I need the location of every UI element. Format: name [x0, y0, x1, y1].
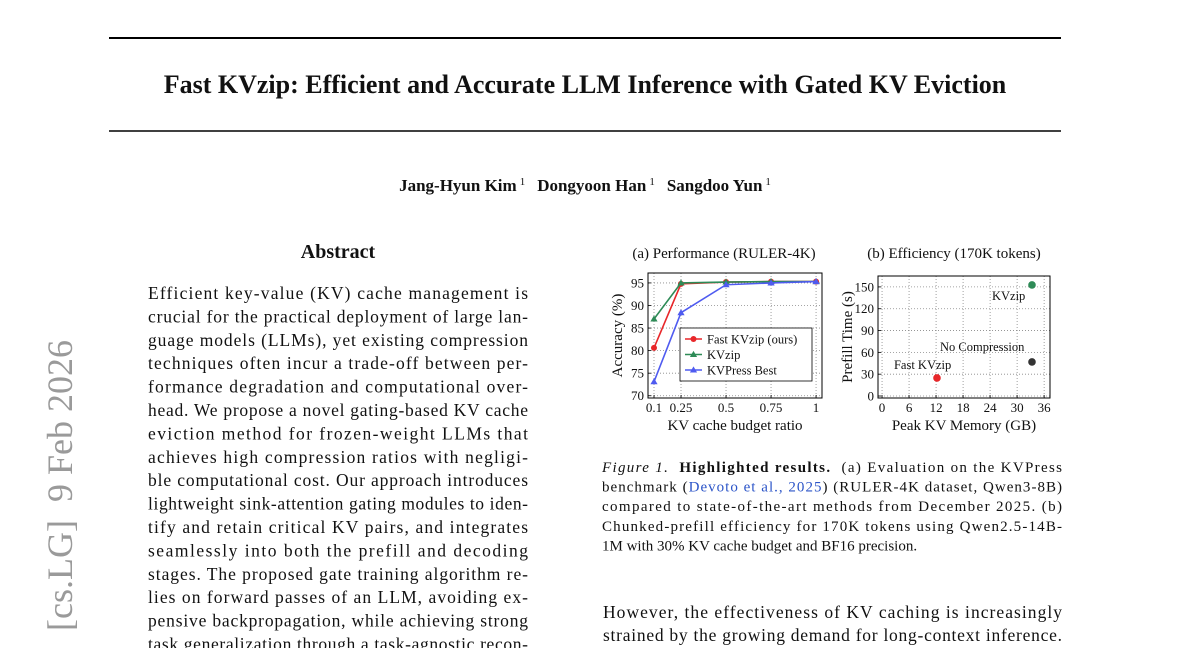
caption-line: 1M with 30% KV cache budget and BF16 pre…: [602, 538, 917, 554]
plot-frame: [877, 275, 1051, 399]
x-tick-label: 0.5: [718, 400, 734, 415]
caption-bold: Highlighted results.: [669, 460, 830, 476]
caption-line: compared to state-of-the-art methods fro…: [602, 499, 1062, 515]
paper-title: Fast KVzip: Efficient and Accurate LLM I…: [164, 70, 1007, 99]
y-tick-label: 75: [631, 366, 644, 381]
abstract-line: ble computational cost. Our approach int…: [148, 470, 528, 490]
x-tick-label: 24: [984, 400, 998, 415]
author-name: Dongyoon Han: [537, 176, 647, 195]
caption-line: benchmark (Devoto et al., 2025) (RULER-4…: [602, 480, 1062, 496]
legend-label: Fast KVzip (ours): [707, 333, 797, 347]
y-tick-label: 0: [868, 389, 875, 404]
abstract-line: techniques often incur a trade-off betwe…: [148, 353, 528, 373]
y-tick-label: 60: [861, 345, 874, 360]
plot-frame: [647, 272, 823, 399]
scatter-point: [1028, 281, 1036, 289]
scatter-point: [933, 374, 941, 382]
y-axis-label: Prefill Time (s): [840, 291, 856, 383]
marker: [767, 279, 775, 286]
abstract-line: head. We propose a novel gating-based KV…: [148, 400, 528, 420]
marker: [812, 277, 820, 285]
y-tick-label: 85: [631, 321, 644, 336]
marker: [677, 309, 685, 316]
y-tick-label: 95: [631, 275, 644, 290]
x-tick-label: 30: [1011, 400, 1024, 415]
abstract-line: lies on forward passes of an LLM, avoidi…: [148, 587, 528, 607]
marker: [650, 378, 658, 385]
author-affiliation: 1: [765, 176, 771, 188]
abstract-line: eviction method for frozen-weight LLMs t…: [148, 423, 528, 443]
x-axis-label: KV cache budget ratio: [667, 418, 802, 434]
caption-link: Devoto et al., 2025: [689, 480, 822, 496]
y-axis-label: Accuracy (%): [610, 294, 626, 378]
marker: [722, 281, 730, 288]
point-label: Fast KVzip: [894, 358, 951, 372]
legend-label: KVzip: [707, 348, 740, 362]
marker: [677, 279, 685, 286]
marker: [689, 350, 698, 358]
x-tick-label: 0.1: [646, 400, 662, 415]
y-tick-label: 120: [855, 301, 875, 316]
caption-normal: 1M with 30% KV cache budget and BF16 pre…: [602, 538, 917, 554]
marker: [689, 366, 698, 373]
caption-normal: ) (RULER-4K dataset, Qwen3-8B): [822, 480, 1062, 496]
caption-line: Figure 1. Highlighted results. (a) Evalu…: [601, 460, 1062, 476]
author-affiliation: 1: [649, 176, 655, 188]
x-tick-label: 18: [957, 400, 970, 415]
caption-normal: benchmark (: [602, 480, 688, 496]
author-name: Jang-Hyun Kim: [399, 176, 517, 195]
y-tick-label: 30: [861, 367, 874, 382]
caption-normal: (a) Evaluation on the KVPress: [831, 460, 1062, 476]
abstract-heading: Abstract: [301, 241, 376, 263]
y-tick-label: 150: [855, 279, 875, 294]
abstract-line: lightweight sink-attention gating module…: [148, 494, 528, 514]
scatter-point: [1028, 358, 1036, 366]
x-tick-label: 0: [879, 400, 886, 415]
point-label: No Compression: [940, 340, 1025, 354]
abstract-line: task generalization through a task-agnos…: [148, 634, 528, 648]
body-line: However, the effectiveness of KV caching…: [603, 602, 1062, 622]
caption-line: Chunked-prefill efficiency for 170K toke…: [602, 519, 1062, 535]
abstract-line: tify and retain critical KV pairs, and i…: [148, 517, 528, 537]
x-tick-label: 1: [813, 400, 820, 415]
abstract-line: guage models (LLMs), yet existing compre…: [148, 330, 528, 350]
abstract-line: Efficient key-value (KV) cache managemen…: [148, 283, 528, 303]
x-tick-label: 0.75: [760, 400, 783, 415]
arxiv-stamp: [cs.LG] 9 Feb 2026: [40, 340, 80, 631]
marker: [650, 344, 657, 351]
chart-title: (a) Performance (RULER-4K): [632, 246, 815, 262]
abstract-line: achieves high compression ratios with ne…: [148, 447, 528, 467]
point-label: KVzip: [992, 289, 1025, 303]
body-line: strained by the growing demand for long-…: [603, 625, 1062, 645]
author-affiliation: 1: [520, 176, 526, 188]
abstract-line: formance degradation and computational o…: [148, 377, 528, 397]
y-tick-label: 70: [631, 388, 644, 403]
abstract-line: crucial for the practical deployment of …: [148, 306, 528, 326]
x-tick-label: 36: [1038, 400, 1052, 415]
abstract-line: seamlessly into both the prefill and dec…: [148, 540, 528, 560]
marker: [690, 336, 697, 342]
y-tick-label: 80: [631, 343, 644, 358]
chart-title: (b) Efficiency (170K tokens): [867, 246, 1040, 262]
abstract-line: pensive backpropagation, while achieving…: [148, 611, 528, 631]
y-tick-label: 90: [631, 298, 644, 313]
abstract-line: stages. The proposed gate training algor…: [148, 564, 528, 584]
x-tick-label: 6: [906, 400, 913, 415]
x-axis-label: Peak KV Memory (GB): [892, 418, 1036, 434]
author-list: Jang-Hyun Kim 1 Dongyoon Han 1 Sangdoo Yun 1: [399, 176, 771, 195]
caption-normal: compared to state-of-the-art methods fro…: [602, 499, 1062, 515]
author-name: Sangdoo Yun: [667, 176, 763, 195]
legend-label: KVPress Best: [707, 364, 777, 378]
marker: [650, 315, 658, 322]
x-tick-label: 0.25: [670, 400, 693, 415]
y-tick-label: 90: [861, 323, 874, 338]
x-tick-label: 12: [930, 400, 943, 415]
caption-normal: Chunked-prefill efficiency for 170K toke…: [602, 519, 1062, 535]
